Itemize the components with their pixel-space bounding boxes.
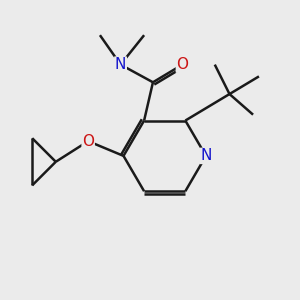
Text: O: O	[176, 57, 188, 72]
Text: N: N	[115, 57, 126, 72]
Text: O: O	[82, 134, 94, 149]
Text: N: N	[200, 148, 211, 164]
